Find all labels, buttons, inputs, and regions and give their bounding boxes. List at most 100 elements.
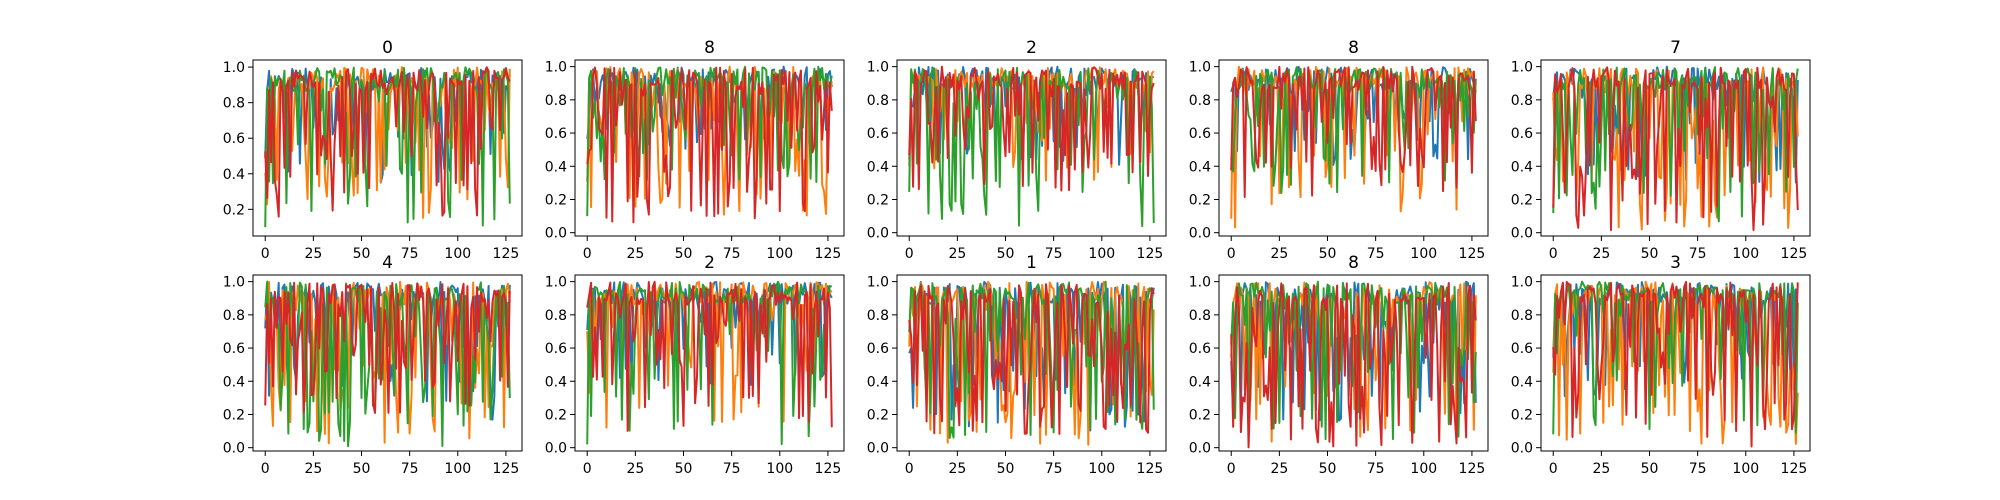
- y-tick-label: 1.0: [1189, 60, 1211, 76]
- y-tick-label: 0.2: [867, 192, 889, 208]
- y-tick-label: 1.0: [545, 275, 567, 291]
- x-tick-label: 100: [766, 246, 793, 262]
- x-tick-label: 75: [401, 246, 419, 262]
- plot-frame: [896, 274, 1167, 452]
- y-tick-label: 0.0: [867, 226, 889, 242]
- x-tick-label: 75: [1045, 246, 1063, 262]
- x-tick-label: 0: [905, 246, 914, 262]
- x-tick-label: 125: [815, 246, 842, 262]
- x-tick-label: 50: [1641, 461, 1659, 477]
- x-tick-label: 125: [1137, 461, 1164, 477]
- y-tick-label: 0.8: [545, 93, 567, 109]
- x-tick-label: 75: [1367, 246, 1385, 262]
- x-tick-label: 125: [493, 246, 520, 262]
- y-tick-label: 0.8: [223, 308, 245, 324]
- y-tick-label: 0.6: [867, 341, 889, 357]
- x-tick-label: 50: [1641, 246, 1659, 262]
- plot-frame: [1218, 59, 1489, 237]
- x-tick-label: 100: [1088, 461, 1115, 477]
- y-tick-label: 0.6: [545, 126, 567, 142]
- plot-frame: [574, 59, 845, 237]
- y-tick-label: 0.6: [223, 131, 245, 147]
- y-tick-label: 0.0: [545, 226, 567, 242]
- y-tick-label: 0.2: [223, 202, 245, 218]
- y-tick-label: 0.8: [545, 308, 567, 324]
- y-tick-label: 0.4: [1189, 374, 1211, 390]
- subplot-2: 0.0 0.2 0.4 0.6 0.8 1.0 0 25 50 75 100 125 8: [545, 38, 845, 262]
- y-tick-label: 0.6: [1511, 126, 1533, 142]
- series-line-3: [1230, 280, 1477, 441]
- series-line-4: [1230, 282, 1477, 449]
- subplot-10: 0.0 0.2 0.4 0.6 0.8 1.0 0 25 50 75 100 125 3: [1511, 253, 1811, 477]
- plot-frame: [1540, 59, 1811, 237]
- series-line-4: [1230, 65, 1477, 198]
- x-tick-label: 75: [1045, 461, 1063, 477]
- y-tick-label: 0.4: [1511, 374, 1533, 390]
- series-group: [1230, 280, 1477, 449]
- x-tick-label: 100: [1732, 461, 1759, 477]
- y-tick-label: 0.6: [1189, 341, 1211, 357]
- x-tick-label: 25: [1592, 246, 1610, 262]
- y-tick-label: 1.0: [1511, 60, 1533, 76]
- y-tick-label: 0.0: [1511, 441, 1533, 457]
- x-tick-label: 25: [304, 246, 322, 262]
- x-tick-label: 125: [815, 461, 842, 477]
- series-group: [264, 280, 511, 448]
- plot-frame: [896, 59, 1167, 237]
- x-tick-label: 25: [626, 461, 644, 477]
- subplot-8: 0.0 0.2 0.4 0.6 0.8 1.0 0 25 50 75 100 125 1: [867, 253, 1167, 477]
- x-tick-label: 0: [261, 461, 270, 477]
- y-tick-label: 0.8: [1511, 93, 1533, 109]
- plot-frame: [252, 59, 523, 237]
- y-tick-label: 1.0: [223, 275, 245, 291]
- x-tick-label: 75: [1689, 461, 1707, 477]
- y-tick-label: 0.2: [867, 407, 889, 423]
- x-tick-label: 0: [1549, 461, 1558, 477]
- x-tick-label: 125: [1781, 461, 1808, 477]
- y-tick-label: 0.4: [1511, 159, 1533, 175]
- series-group: [908, 280, 1155, 446]
- y-tick-label: 0.2: [545, 407, 567, 423]
- y-tick-label: 0.0: [1189, 441, 1211, 457]
- plot-frame: [1218, 274, 1489, 452]
- x-tick-label: 75: [723, 461, 741, 477]
- y-tick-label: 0.0: [1189, 226, 1211, 242]
- series-line-4: [264, 66, 511, 218]
- subplot-title: 0: [382, 38, 393, 58]
- series-group: [1230, 65, 1477, 229]
- subplot-title: 4: [382, 253, 393, 273]
- y-tick-label: 0.8: [1189, 93, 1211, 109]
- x-tick-label: 125: [493, 461, 520, 477]
- y-tick-label: 0.2: [1189, 407, 1211, 423]
- series-line-4: [586, 280, 833, 432]
- series-line-4: [586, 66, 833, 224]
- y-tick-label: 0.6: [1511, 341, 1533, 357]
- x-tick-label: 25: [1592, 461, 1610, 477]
- series-group: [908, 65, 1155, 228]
- y-tick-label: 0.0: [545, 441, 567, 457]
- y-tick-label: 0.4: [867, 159, 889, 175]
- y-tick-label: 0.6: [867, 126, 889, 142]
- y-tick-label: 0.8: [223, 96, 245, 112]
- y-tick-label: 0.2: [223, 407, 245, 423]
- series-line-4: [264, 281, 511, 414]
- x-tick-label: 0: [1549, 246, 1558, 262]
- x-tick-label: 50: [675, 246, 693, 262]
- y-tick-label: 1.0: [867, 60, 889, 76]
- x-tick-label: 0: [261, 246, 270, 262]
- x-tick-label: 100: [1088, 246, 1115, 262]
- y-tick-label: 0.8: [1511, 308, 1533, 324]
- y-tick-label: 0.4: [867, 374, 889, 390]
- series-line-4: [908, 65, 1155, 192]
- subplot-6: 0.0 0.2 0.4 0.6 0.8 1.0 0 25 50 75 100 125 4: [223, 253, 523, 477]
- x-tick-label: 100: [1410, 461, 1437, 477]
- y-tick-label: 0.8: [867, 308, 889, 324]
- subplot-title: 8: [704, 38, 715, 58]
- series-group: [1552, 280, 1799, 448]
- series-line-3: [1230, 66, 1477, 195]
- series-line-4: [908, 283, 1155, 435]
- y-tick-label: 0.4: [545, 374, 567, 390]
- subplot-7: 0.0 0.2 0.4 0.6 0.8 1.0 0 25 50 75 100 125 2: [545, 253, 845, 477]
- y-tick-label: 1.0: [545, 60, 567, 76]
